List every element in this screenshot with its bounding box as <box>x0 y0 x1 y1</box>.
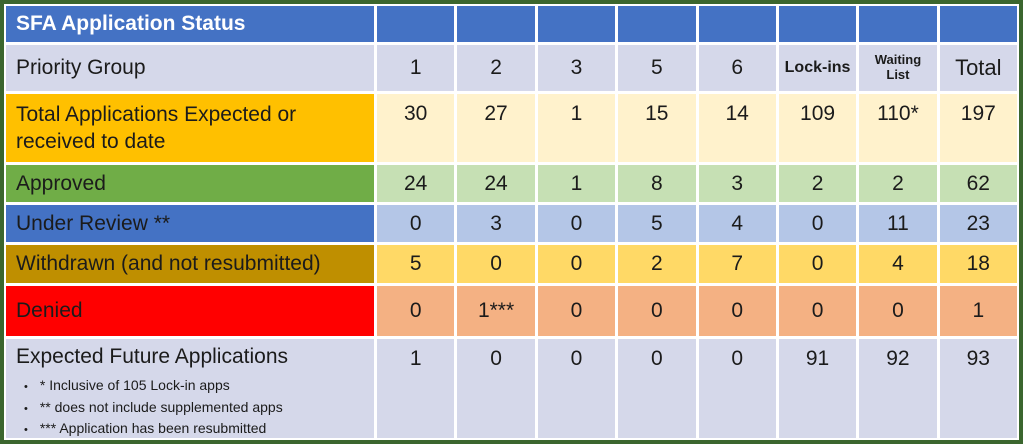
table-title: SFA Application Status <box>6 6 374 42</box>
value-cell: 18 <box>939 245 1017 283</box>
value-cell: 27 <box>457 94 535 162</box>
value-cell: 0 <box>377 286 455 336</box>
column-header-lock-ins: Lock-ins <box>778 45 857 91</box>
value-cell: 2 <box>618 245 696 283</box>
value-cell: 0 <box>618 286 696 336</box>
column-header-3: 3 <box>537 45 616 91</box>
value-cell: 0 <box>698 339 776 438</box>
footnote-item: • * Inclusive of 105 Lock-in apps <box>24 375 283 397</box>
value-cell: 0 <box>778 245 857 283</box>
bullet-icon: • <box>24 424 28 437</box>
value-cell: 0 <box>537 286 616 336</box>
footnote-list: • * Inclusive of 105 Lock-in apps • ** d… <box>16 375 283 438</box>
value-cell: 110* <box>859 94 937 162</box>
column-header-6: 6 <box>698 45 776 91</box>
value-cell: 93 <box>939 339 1017 438</box>
value-cell: 2 <box>859 165 937 202</box>
bullet-icon: • <box>24 402 28 415</box>
value-cell: 4 <box>859 245 937 283</box>
value-cell: 0 <box>537 339 616 438</box>
header-spacer-cell <box>859 6 937 42</box>
footnote-text: ** does not include supplemented apps <box>39 398 283 415</box>
value-cell: 91 <box>778 339 857 438</box>
value-cell: 0 <box>778 286 857 336</box>
value-cell: 197 <box>939 94 1017 162</box>
value-cell: 3 <box>457 205 535 242</box>
value-cell: 1 <box>537 94 616 162</box>
value-cell: 0 <box>457 339 535 438</box>
column-header-2: 2 <box>457 45 535 91</box>
footnote-item: • *** Application has been resubmitted <box>24 418 283 438</box>
expected-future-label: Expected Future Applications <box>16 345 288 368</box>
value-cell: 0 <box>457 245 535 283</box>
value-cell: 0 <box>698 286 776 336</box>
value-cell: 1 <box>377 339 455 438</box>
row-label-approved: Approved <box>6 165 374 202</box>
value-cell: 11 <box>859 205 937 242</box>
value-cell: 30 <box>377 94 455 162</box>
value-cell: 0 <box>537 205 616 242</box>
value-cell: 62 <box>939 165 1017 202</box>
footnote-item: • ** does not include supplemented apps <box>24 397 283 419</box>
column-header-1: 1 <box>377 45 455 91</box>
value-cell: 92 <box>859 339 937 438</box>
value-cell: 109 <box>778 94 857 162</box>
value-cell: 8 <box>618 165 696 202</box>
value-cell: 0 <box>537 245 616 283</box>
value-cell: 0 <box>778 205 857 242</box>
header-spacer-cell <box>457 6 535 42</box>
value-cell: 0 <box>859 286 937 336</box>
value-cell: 24 <box>377 165 455 202</box>
column-header-5: 5 <box>618 45 696 91</box>
value-cell: 4 <box>698 205 776 242</box>
value-cell: 5 <box>618 205 696 242</box>
row-label-expected-future: Expected Future Applications • * Inclusi… <box>6 339 374 438</box>
footnote-text: *** Application has been resubmitted <box>39 420 267 437</box>
header-spacer-cell <box>377 6 455 42</box>
value-cell: 3 <box>698 165 776 202</box>
row-label-under-review: Under Review ** <box>6 205 374 242</box>
row-label-priority-group: Priority Group <box>6 45 374 91</box>
row-label-withdrawn: Withdrawn (and not resubmitted) <box>6 245 374 283</box>
value-cell: 15 <box>618 94 696 162</box>
row-label-total-applications: Total Applications Expected or received … <box>6 94 374 162</box>
value-cell: 0 <box>377 205 455 242</box>
column-header-waiting-list: Waiting List <box>859 45 937 91</box>
column-header-total: Total <box>939 45 1017 91</box>
value-cell: 0 <box>618 339 696 438</box>
value-cell: 2 <box>778 165 857 202</box>
footnote-text: * Inclusive of 105 Lock-in apps <box>39 377 230 393</box>
value-cell: 23 <box>939 205 1017 242</box>
header-spacer-cell <box>537 6 616 42</box>
bullet-icon: • <box>24 381 28 393</box>
value-cell: 7 <box>698 245 776 283</box>
value-cell: 14 <box>698 94 776 162</box>
value-cell: 1*** <box>457 286 535 336</box>
value-cell: 24 <box>457 165 535 202</box>
row-label-denied: Denied <box>6 286 374 336</box>
value-cell: 5 <box>377 245 455 283</box>
header-spacer-cell <box>778 6 857 42</box>
header-spacer-cell <box>618 6 696 42</box>
value-cell: 1 <box>939 286 1017 336</box>
header-spacer-cell <box>939 6 1017 42</box>
value-cell: 1 <box>537 165 616 202</box>
header-spacer-cell <box>698 6 776 42</box>
